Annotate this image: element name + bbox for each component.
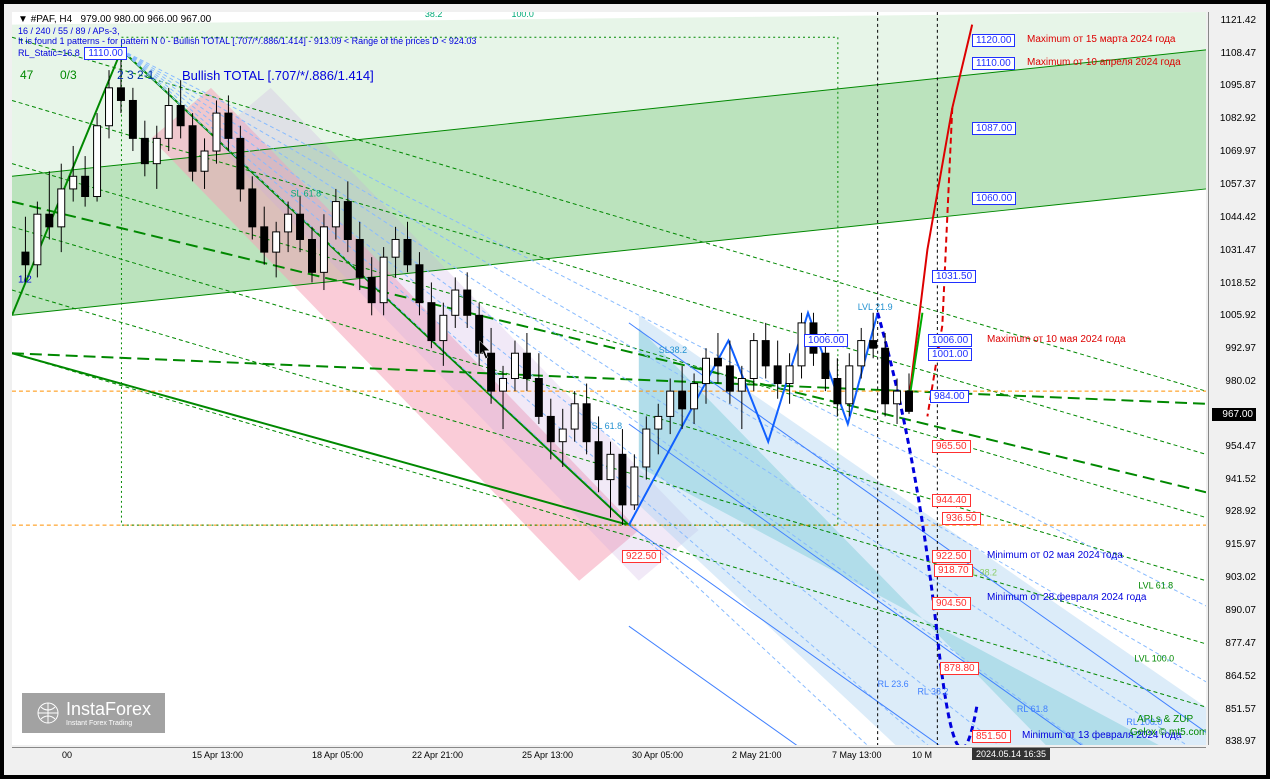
- y-tick: 864.52: [1210, 671, 1256, 682]
- price-level-label: 1006.00: [928, 334, 972, 347]
- y-tick: 1082.92: [1210, 113, 1256, 124]
- svg-text:LVL 61.8: LVL 61.8: [1138, 580, 1173, 590]
- x-tick: 7 May 13:00: [832, 750, 882, 760]
- price-level-label: 1001.00: [928, 348, 972, 361]
- chart-window: SL 61.8 RL 161.8 38.2 100.0 ISL 61.8 SL38.2 LV…: [0, 0, 1270, 779]
- counter-b: 0/3: [60, 68, 77, 82]
- counter-c: 2 3 2-1: [117, 68, 154, 82]
- chart-annotation: Gelox © mt5.com: [1130, 727, 1206, 738]
- x-tick: 00: [62, 750, 72, 760]
- price-level-label: 1031.50: [932, 270, 976, 283]
- y-axis: 1121.42 1108.47 1095.87 1082.92 1069.97 1057.…: [1208, 12, 1258, 745]
- y-tick: 851.57: [1210, 704, 1256, 715]
- y-tick: 1057.37: [1210, 179, 1256, 190]
- meta-row-2: It is found 1 patterns - for pattern N 0…: [18, 36, 476, 46]
- price-level-label: 965.50: [932, 440, 971, 453]
- svg-text:ISL 61.8: ISL 61.8: [589, 421, 622, 431]
- y-tick: 1005.92: [1210, 310, 1256, 321]
- svg-text:RL 161.8: RL 161.8: [340, 12, 376, 14]
- svg-text:LVL 21.9: LVL 21.9: [858, 302, 893, 312]
- price-level-label: 1087.00: [972, 122, 1016, 135]
- y-tick: 1121.42: [1210, 15, 1256, 26]
- price-level-label: 918.70: [934, 564, 973, 577]
- y-tick: 1044.42: [1210, 212, 1256, 223]
- chart-annotation: Minimum от 02 мая 2024 года: [987, 550, 1123, 561]
- y-tick: 954.47: [1210, 441, 1256, 452]
- price-level-label: 878.80: [940, 662, 979, 675]
- price-level-label: 984.00: [930, 390, 969, 403]
- globe-icon: [36, 701, 60, 725]
- x-tick: 25 Apr 13:00: [522, 750, 573, 760]
- y-tick: 1069.97: [1210, 146, 1256, 157]
- x-tick: 22 Apr 21:00: [412, 750, 463, 760]
- logo-main: InstaForex: [66, 699, 151, 719]
- y-tick: 890.07: [1210, 605, 1256, 616]
- price-level-label: 922.50: [932, 550, 971, 563]
- y-tick: 941.52: [1210, 474, 1256, 485]
- chart-annotation: APLs & ZUP: [1137, 714, 1193, 725]
- x-tick: 30 Apr 05:00: [632, 750, 683, 760]
- chart-annotation: Maximum от 10 апреля 2024 года: [1027, 57, 1181, 68]
- y-tick: 1018.52: [1210, 278, 1256, 289]
- svg-text:38.2: 38.2: [425, 12, 442, 19]
- ohlc-text: 979.00 980.00 966.00 967.00: [81, 14, 212, 25]
- x-tick: 10 M: [912, 750, 932, 760]
- price-level-label: 1120.00: [972, 34, 1015, 47]
- svg-text:SL38.2: SL38.2: [659, 345, 687, 355]
- price-level-label: 904.50: [932, 597, 971, 610]
- chart-annotation: Maximum от 15 марта 2024 года: [1027, 34, 1176, 45]
- y-tick: 1095.87: [1210, 80, 1256, 91]
- counter-a: 47: [20, 68, 33, 82]
- price-level-label: 936.50: [942, 512, 981, 525]
- x-axis: 00 15 Apr 13:00 18 Apr 05:00 22 Apr 21:00 25…: [12, 747, 1206, 767]
- chart-annotation: Minimum от 28 февраля 2024 года: [987, 592, 1146, 603]
- y-tick: 877.47: [1210, 638, 1256, 649]
- svg-text:LVL 100.0: LVL 100.0: [1134, 654, 1174, 664]
- y-tick: 1108.47: [1210, 48, 1256, 59]
- chart-plot-area[interactable]: SL 61.8 RL 161.8 38.2 100.0 ISL 61.8 SL38.2 LV…: [12, 12, 1206, 745]
- x-tick: 2 May 21:00: [732, 750, 782, 760]
- price-level-label: 851.50: [972, 730, 1011, 743]
- instaforex-logo: InstaForex Instant Forex Trading: [22, 693, 165, 733]
- chart-svg: SL 61.8 RL 161.8 38.2 100.0 ISL 61.8 SL38.2 LV…: [12, 12, 1206, 745]
- y-tick: 992.97: [1210, 343, 1256, 354]
- meta3: RL_Static=16.8: [18, 48, 80, 58]
- y-tick: 915.97: [1210, 539, 1256, 550]
- current-price: 967.00: [1212, 408, 1256, 421]
- meta3-box: 1110.00: [84, 47, 127, 60]
- y-tick: 838.97: [1210, 736, 1256, 747]
- logo-sub: Instant Forex Trading: [66, 720, 151, 727]
- price-level-label: 944.40: [932, 494, 971, 507]
- y-tick: 980.02: [1210, 376, 1256, 387]
- price-level-label: 1006.00: [804, 334, 848, 347]
- svg-text:SL 61.8: SL 61.8: [291, 189, 322, 199]
- svg-text:100.0: 100.0: [511, 12, 533, 19]
- meta1: 16 / 240 / 55 / 89 / APs-3,: [18, 26, 120, 36]
- svg-text:RL 23.6: RL 23.6: [878, 679, 909, 689]
- meta-row-3: RL_Static=16.8 1110.00: [18, 47, 127, 60]
- symbol-text: #PAF, H4: [31, 14, 73, 25]
- time-cursor: 2024.05.14 16:35: [972, 748, 1050, 760]
- x-tick: 18 Apr 05:00: [312, 750, 363, 760]
- x-tick: 15 Apr 13:00: [192, 750, 243, 760]
- meta2: It is found 1 patterns - for pattern N 0…: [18, 36, 476, 46]
- price-level-label: 1060.00: [972, 192, 1016, 205]
- svg-text:RL 38.2: RL 38.2: [917, 686, 948, 696]
- svg-text:RL 61.8: RL 61.8: [1017, 704, 1048, 714]
- price-level-label: 1110.00: [972, 57, 1015, 70]
- y-tick: 1031.47: [1210, 245, 1256, 256]
- meta-row-1: 16 / 240 / 55 / 89 / APs-3,: [18, 26, 120, 36]
- symbol-title: ▼ #PAF, H4 979.00 980.00 966.00 967.00: [18, 14, 211, 25]
- y-tick: 903.02: [1210, 572, 1256, 583]
- price-level-label: 922.50: [622, 550, 661, 563]
- pattern-name: Bullish TOTAL [.707/*/.886/1.414]: [182, 68, 374, 83]
- chart-annotation: Maximum от 10 мая 2024 года: [987, 334, 1126, 345]
- y-tick: 928.92: [1210, 506, 1256, 517]
